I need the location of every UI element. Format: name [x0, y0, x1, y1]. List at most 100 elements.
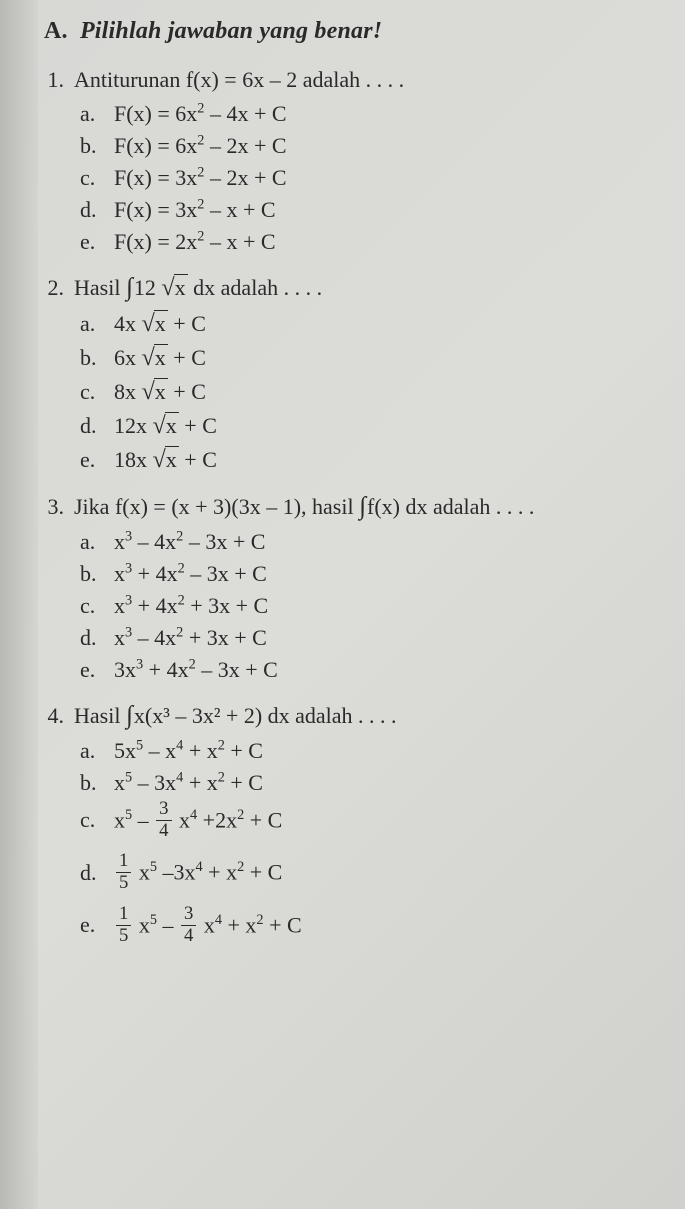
question-number: 1. — [44, 67, 64, 93]
question-line: 3. Jika f(x) = (x + 3)(3x – 1), hasil ∫f… — [44, 492, 657, 521]
option-label: c. — [80, 379, 100, 405]
text-after-int: 12 — [134, 275, 162, 300]
option: c. x5 – 34 x4 +2x2 + C — [80, 802, 657, 842]
option-math: x3 – 4x2 + 3x + C — [114, 625, 267, 651]
fraction-numerator: 3 — [156, 800, 171, 820]
question-4: 4. Hasil ∫x(x³ – 3x² + 2) dx adalah . . … — [44, 701, 657, 947]
option-label: a. — [80, 311, 100, 337]
option: c. 8x √x + C — [80, 378, 657, 406]
option-math: 15 x5 –3x4 + x2 + C — [114, 854, 282, 894]
option-label: e. — [80, 229, 100, 255]
radical-icon: √ — [161, 274, 174, 302]
radical-icon: √ — [142, 344, 155, 372]
sqrt: √x — [142, 344, 168, 372]
radical-icon: √ — [153, 446, 166, 474]
integral-symbol: ∫ — [359, 492, 366, 520]
option-math: 5x5 – x4 + x2 + C — [114, 738, 263, 764]
option: e.15 x5 – 34 x4 + x2 + C — [80, 907, 657, 947]
option-math: x5 – 3x4 + x2 + C — [114, 770, 263, 796]
options: a.5x5 – x4 + x2 + Cb.x5 – 3x4 + x2 + Cc.… — [44, 738, 657, 947]
option-label: d. — [80, 625, 100, 651]
option: d.15 x5 –3x4 + x2 + C — [80, 854, 657, 894]
text-after-sqrt: dx adalah . . . . — [188, 275, 322, 300]
option-label: a. — [80, 529, 100, 555]
radical-icon: √ — [142, 378, 155, 406]
fraction: 34 — [156, 800, 171, 840]
question-1: 1. Antiturunan f(x) = 6x – 2 adalah . . … — [44, 67, 657, 255]
sqrt-arg: x — [154, 310, 168, 337]
option: b.F(x) = 6x2 – 2x + C — [80, 133, 657, 159]
sqrt-arg: x — [165, 412, 179, 439]
fraction-numerator: 1 — [116, 905, 131, 925]
option: b. 6x √x + C — [80, 344, 657, 372]
sqrt-arg: x — [165, 446, 179, 473]
integral-symbol: ∫ — [126, 273, 133, 301]
question-line: 4. Hasil ∫x(x³ – 3x² + 2) dx adalah . . … — [44, 701, 657, 730]
option-math: F(x) = 3x2 – x + C — [114, 197, 276, 223]
fraction-numerator: 3 — [181, 905, 196, 925]
fraction-denominator: 5 — [116, 872, 131, 893]
radical-icon: √ — [153, 412, 166, 440]
option-label: b. — [80, 133, 100, 159]
option-label: d. — [80, 413, 100, 439]
option: d. 12x √x + C — [80, 412, 657, 440]
option-label: e. — [80, 657, 100, 683]
option: e. 3x3 + 4x2 – 3x + C — [80, 657, 657, 683]
sqrt-arg: x — [154, 344, 168, 371]
option-math: x3 + 4x2 – 3x + C — [114, 561, 267, 587]
option: d. x3 – 4x2 + 3x + C — [80, 625, 657, 651]
fraction-denominator: 5 — [116, 925, 131, 946]
option: e.18x √x + C — [80, 446, 657, 474]
fraction-denominator: 4 — [181, 925, 196, 946]
option-math: 8x √x + C — [114, 378, 206, 406]
question-number: 4. — [44, 703, 64, 729]
option: b. x3 + 4x2 – 3x + C — [80, 561, 657, 587]
option-label: b. — [80, 345, 100, 371]
fraction: 15 — [116, 905, 131, 945]
options: a.F(x) = 6x2 – 4x + C b.F(x) = 6x2 – 2x +… — [44, 101, 657, 255]
question-line: 2. Hasil ∫12 √x dx adalah . . . . — [44, 273, 657, 302]
text-after-int: f(x) dx adalah . . . . — [367, 494, 534, 519]
option-label: c. — [80, 593, 100, 619]
option-math: x5 – 34 x4 +2x2 + C — [114, 802, 282, 842]
sqrt-arg: x — [174, 274, 188, 301]
option-math: x3 – 4x2 – 3x + C — [114, 529, 265, 555]
fraction: 34 — [181, 905, 196, 945]
option-label: c. — [80, 165, 100, 191]
option: c. x3 + 4x2 + 3x + C — [80, 593, 657, 619]
sqrt: √x — [142, 378, 168, 406]
option: e. F(x) = 2x2 – x + C — [80, 229, 657, 255]
option-label: e. — [80, 912, 100, 938]
text-pre: Jika f(x) = (x + 3)(3x – 1), hasil — [74, 494, 359, 519]
option-label: d. — [80, 197, 100, 223]
option-math: x3 + 4x2 + 3x + C — [114, 593, 268, 619]
option-math: F(x) = 2x2 – x + C — [114, 229, 276, 255]
text-pre: Hasil — [74, 703, 126, 728]
sqrt: √x — [142, 310, 168, 338]
option-label: b. — [80, 561, 100, 587]
sqrt: √x — [153, 446, 179, 474]
option-label: a. — [80, 101, 100, 127]
option-math: 12x √x + C — [114, 412, 217, 440]
option: b.x5 – 3x4 + x2 + C — [80, 770, 657, 796]
option-math: 6x √x + C — [114, 344, 206, 372]
option-math: 3x3 + 4x2 – 3x + C — [114, 657, 278, 683]
fraction-numerator: 1 — [116, 852, 131, 872]
question-2: 2. Hasil ∫12 √x dx adalah . . . . a.4x √… — [44, 273, 657, 474]
sqrt-arg: x — [154, 378, 168, 405]
section-header: A. Pilihlah jawaban yang benar! — [44, 18, 657, 45]
fraction-denominator: 4 — [156, 820, 171, 841]
question-number: 2. — [44, 275, 64, 301]
radical-icon: √ — [142, 310, 155, 338]
fraction: 15 — [116, 852, 131, 892]
options: a. x3 – 4x2 – 3x + C b. x3 + 4x2 – 3x + C c.… — [44, 529, 657, 683]
option-label: e. — [80, 447, 100, 473]
question-number: 3. — [44, 494, 64, 520]
option-label: c. — [80, 807, 100, 833]
question-text: Antiturunan f(x) = 6x – 2 adalah . . . . — [74, 67, 404, 93]
question-3: 3. Jika f(x) = (x + 3)(3x – 1), hasil ∫f… — [44, 492, 657, 683]
option: a.F(x) = 6x2 – 4x + C — [80, 101, 657, 127]
option: c.F(x) = 3x2 – 2x + C — [80, 165, 657, 191]
sqrt: √x — [161, 274, 187, 302]
option: d. F(x) = 3x2 – x + C — [80, 197, 657, 223]
